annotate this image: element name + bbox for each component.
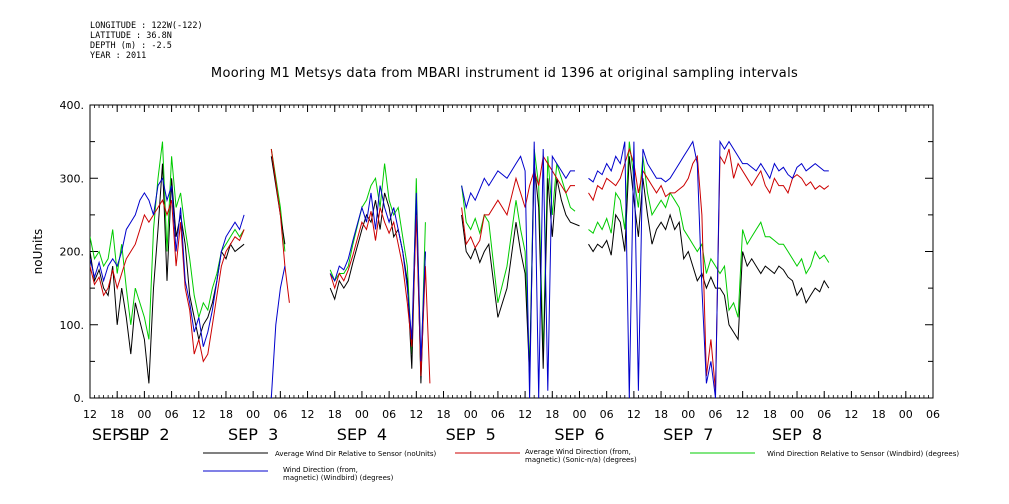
meta-latitude: LATITUDE : 36.8N: [90, 31, 172, 41]
x-day-label: SEP 8: [772, 425, 822, 444]
legend-label: Average Wind Dir Relative to Sensor (noU…: [275, 450, 436, 458]
series-line: [588, 156, 830, 342]
x-day-label: SEP 3: [228, 425, 278, 444]
series-line: [90, 176, 245, 347]
x-tick-label: 00: [355, 408, 369, 421]
x-tick-label: 12: [736, 408, 750, 421]
y-axis-label: noUnits: [31, 229, 45, 275]
x-tick-label: 06: [165, 408, 179, 421]
x-tick-label: 06: [600, 408, 614, 421]
chart-title: Mooring M1 Metsys data from MBARI instru…: [210, 66, 799, 81]
x-tick-label: 18: [872, 408, 886, 421]
series-line: [270, 148, 290, 303]
x-tick-label: 18: [545, 408, 559, 421]
x-tick-label: 18: [654, 408, 668, 421]
x-tick-label: 06: [491, 408, 505, 421]
y-tick-label: 0.: [74, 392, 85, 405]
x-tick-label: 12: [192, 408, 206, 421]
y-tick-label: 200.: [60, 246, 85, 259]
legend-label: Wind Direction Relative to Sensor (Windb…: [767, 450, 959, 458]
x-tick-label: 18: [328, 408, 342, 421]
x-day-label: SEP 6: [554, 425, 604, 444]
legend-label: Average Wind Direction (from,: [525, 448, 631, 456]
series-line: [90, 198, 245, 363]
x-tick-label: 00: [681, 408, 695, 421]
series-line: [588, 139, 829, 398]
x-tick-label: 12: [518, 408, 532, 421]
x-tick-label: 12: [83, 408, 97, 421]
x-tick-label: 18: [219, 408, 233, 421]
x-tick-label: 12: [627, 408, 641, 421]
legend-label: magnetic) (Windbird) (degrees): [283, 474, 394, 482]
series-line: [90, 141, 245, 340]
x-tick-label: 00: [137, 408, 151, 421]
x-tick-label: 18: [110, 408, 124, 421]
x-tick-label: 12: [844, 408, 858, 421]
series-line: [461, 163, 580, 377]
y-tick-label: 100.: [60, 319, 85, 332]
x-tick-label: 06: [926, 408, 940, 421]
series-line: [588, 147, 830, 391]
x-tick-label: 12: [409, 408, 423, 421]
series-line: [270, 265, 286, 398]
series-line: [461, 148, 576, 369]
x-tick-label: 06: [382, 408, 396, 421]
series-line: [588, 141, 830, 318]
series-line: [461, 154, 575, 249]
x-tick-label: 18: [437, 408, 451, 421]
x-day-label: SEP 2: [119, 425, 169, 444]
y-tick-label: 300.: [60, 172, 85, 185]
x-tick-label: 12: [301, 408, 315, 421]
series-line: [461, 141, 575, 398]
x-day-label: SEP 4: [337, 425, 387, 444]
meta-depth: DEPTH (m) : -2.5: [90, 41, 172, 51]
series-line: [329, 192, 426, 384]
x-tick-label: 18: [763, 408, 777, 421]
x-day-label: SEP 1: [92, 425, 142, 444]
metadata-block: LONGITUDE : 122W(-122) LATITUDE : 36.8N …: [90, 21, 203, 61]
x-tick-label: 00: [572, 408, 586, 421]
x-tick-label: 06: [273, 408, 287, 421]
x-day-label: SEP 5: [446, 425, 496, 444]
x-tick-label: 00: [464, 408, 478, 421]
y-tick-label: 400.: [60, 99, 85, 112]
x-tick-label: 06: [817, 408, 831, 421]
x-tick-label: 00: [246, 408, 260, 421]
series-line: [329, 185, 426, 362]
x-day-label: SEP 7: [663, 425, 713, 444]
meta-year: YEAR : 2011: [90, 51, 147, 61]
x-tick-label: 00: [790, 408, 804, 421]
legend-label: Wind Direction (from,: [283, 466, 358, 474]
x-tick-label: 00: [899, 408, 913, 421]
legend-label: magnetic) (Sonic-n/a) (degrees): [525, 456, 637, 464]
x-tick-label: 06: [708, 408, 722, 421]
meta-longitude: LONGITUDE : 122W(-122): [90, 21, 203, 31]
